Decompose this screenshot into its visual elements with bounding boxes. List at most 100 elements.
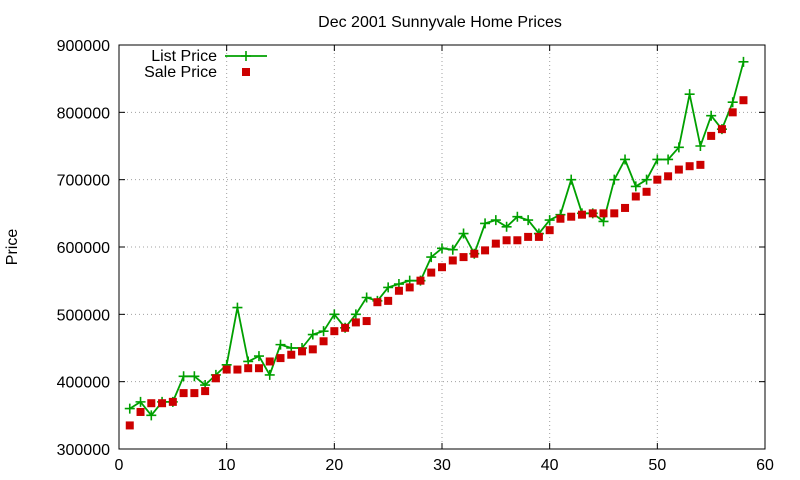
x-tick-label: 20 — [325, 457, 343, 474]
list-price-point — [630, 181, 641, 192]
list-price-point — [232, 302, 243, 313]
sale-price-point — [233, 365, 242, 374]
sale-price-point — [147, 399, 156, 408]
list-price-point — [738, 56, 749, 67]
list-price-point — [480, 218, 491, 229]
list-price-point — [318, 326, 329, 337]
list-price-point — [609, 174, 620, 185]
list-price-point — [253, 351, 264, 362]
list-price-point — [383, 282, 394, 293]
sale-price-point — [362, 317, 371, 326]
sale-price-point — [136, 407, 145, 416]
x-tick-label: 10 — [218, 457, 236, 474]
list-price-point — [652, 154, 663, 165]
list-price-point — [501, 221, 512, 232]
sale-price-point — [211, 374, 220, 383]
list-price-point — [684, 89, 695, 100]
y-tick-label: 700000 — [57, 173, 110, 190]
sale-price-point — [373, 298, 382, 307]
list-price-point — [350, 309, 361, 320]
sale-price-point — [168, 397, 177, 406]
y-axis-label: Price — [4, 229, 21, 266]
sale-price-point — [717, 125, 726, 134]
list-price-point — [189, 371, 200, 382]
list-price-point — [458, 228, 469, 239]
list-price-series — [124, 56, 749, 421]
sale-price-point — [631, 192, 640, 201]
y-tick-label: 300000 — [57, 442, 110, 459]
sale-price-point — [405, 283, 414, 292]
legend-marker-sale-price — [242, 68, 250, 76]
list-price-point — [307, 329, 318, 340]
x-tick-label: 40 — [541, 457, 559, 474]
sale-price-point — [502, 236, 511, 245]
sale-price-point — [341, 323, 350, 332]
legend-swatch-sale-price — [242, 68, 250, 76]
y-tick-labels: 300000 400000 500000 600000 700000 800000 9000… — [57, 38, 110, 459]
sale-price-point — [276, 354, 285, 363]
list-price-point — [663, 154, 674, 165]
sale-price-point — [470, 249, 479, 258]
list-price-point — [447, 244, 458, 255]
sale-price-point — [599, 209, 608, 218]
y-tick-label: 500000 — [57, 307, 110, 324]
sale-price-point — [308, 345, 317, 354]
sale-price-point — [330, 327, 339, 336]
list-price-point — [673, 142, 684, 153]
grid-lines — [119, 45, 765, 449]
x-tick-label: 50 — [648, 457, 666, 474]
list-price-point — [178, 371, 189, 382]
sale-price-point — [265, 357, 274, 366]
list-price-point — [706, 110, 717, 121]
sale-price-point — [534, 232, 543, 241]
plot-frame — [118, 44, 766, 450]
sale-price-point — [739, 96, 748, 105]
sale-price-point — [491, 239, 500, 248]
sale-price-point — [298, 347, 307, 356]
y-tick-label: 900000 — [57, 38, 110, 55]
x-tick-labels: 0 10 20 30 40 50 60 — [115, 457, 774, 474]
sale-price-point — [653, 175, 662, 184]
list-price-point — [727, 97, 738, 108]
list-price-point — [512, 211, 523, 222]
sale-price-series — [125, 96, 748, 430]
sale-price-point — [244, 364, 253, 373]
x-tick-label: 30 — [433, 457, 451, 474]
sale-price-point — [588, 209, 597, 218]
sale-price-point — [621, 203, 630, 212]
list-price-point — [135, 396, 146, 407]
sale-price-point — [459, 253, 468, 262]
list-price-point — [426, 252, 437, 263]
y-tick-label: 400000 — [57, 375, 110, 392]
x-tick-label: 0 — [115, 457, 124, 474]
sale-price-point — [201, 387, 210, 396]
sale-price-point — [728, 108, 737, 117]
sale-price-point — [158, 399, 167, 408]
list-price-point — [620, 154, 631, 165]
list-price-point — [146, 410, 157, 421]
list-price-point — [523, 215, 534, 226]
list-price-point — [124, 403, 135, 414]
list-price-point — [361, 292, 372, 303]
sale-price-point — [556, 214, 565, 223]
legend-label-list-price: List Price — [151, 48, 217, 65]
list-price-point — [490, 215, 501, 226]
sale-price-point — [696, 160, 705, 169]
sale-price-point — [481, 246, 490, 255]
list-price-point — [264, 369, 275, 380]
sale-price-point — [685, 162, 694, 171]
sale-price-point — [394, 286, 403, 295]
legend-label-sale-price: Sale Price — [144, 64, 217, 81]
sale-price-point — [642, 187, 651, 196]
list-price-point — [275, 339, 286, 350]
sale-price-point — [384, 296, 393, 305]
x-tick-label: 60 — [756, 457, 774, 474]
list-price-point — [437, 243, 447, 254]
sale-price-point — [254, 364, 263, 373]
sale-price-point — [545, 226, 554, 235]
legend: List Price Sale Price — [144, 48, 267, 81]
sale-price-point — [448, 256, 457, 265]
sale-price-point — [427, 268, 436, 277]
sale-price-point — [319, 337, 328, 346]
sale-price-point — [524, 232, 533, 241]
